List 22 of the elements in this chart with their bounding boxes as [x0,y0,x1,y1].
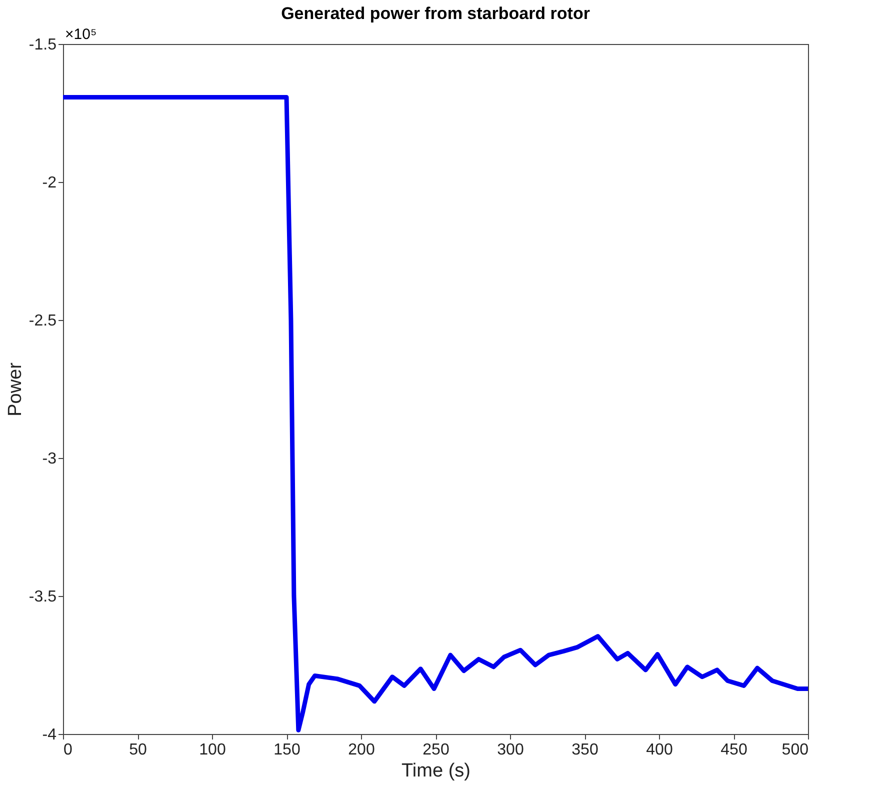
y-tick-label: -2 [42,174,57,192]
x-tick-label: 150 [274,742,300,758]
x-tick-label: 500 [782,742,809,758]
x-tick-label: 400 [646,742,673,758]
y-axis-title: Power [4,362,26,416]
x-axis-title: Time (s) [402,760,470,782]
x-tick-label: 450 [720,742,748,758]
x-tick-label: 200 [348,742,375,758]
text: ×10⁵ [65,26,97,43]
x-tick-label: 250 [422,742,450,758]
line-series [63,95,808,732]
x-tick-label: 300 [497,742,524,758]
x-tick-label: 100 [199,742,226,758]
y-tick-label: -4 [42,726,57,744]
y-tick-label: -1.5 [28,36,57,54]
y-tick-label: -3.5 [28,588,57,606]
y-tick-label: -2.5 [28,312,57,330]
x-tick-label: 350 [572,742,598,758]
x-tick-label: 0 [64,742,72,758]
chart-title: Generated power from starboard rotor [281,4,590,23]
x-tick-label: 50 [129,742,147,758]
y-tick-label: -3 [42,450,57,468]
